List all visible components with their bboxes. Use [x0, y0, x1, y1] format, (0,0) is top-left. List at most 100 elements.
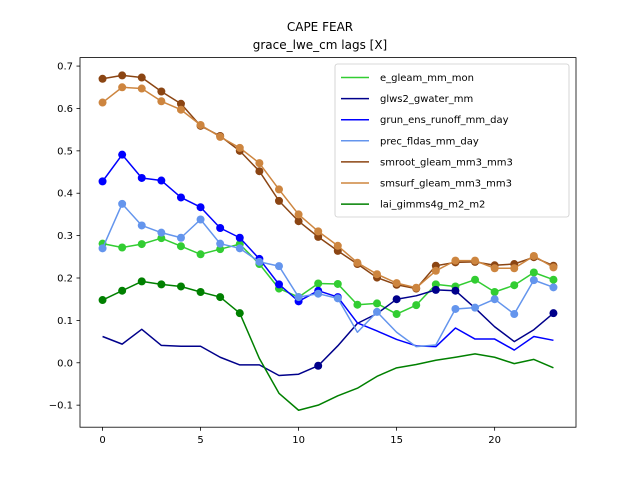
- data-point: [235, 309, 244, 318]
- legend-entry-glws2_gwater_mm: glws2_gwater_mm: [341, 94, 473, 105]
- series-line: [101, 203, 554, 348]
- data-point: [274, 262, 283, 271]
- data-point: [137, 277, 146, 286]
- y-tick-label: 0.0: [57, 358, 73, 369]
- data-point: [471, 275, 480, 284]
- data-point: [490, 287, 499, 296]
- chart-title: CAPE FEAR grace_lwe_cm lags [X]: [253, 20, 387, 52]
- data-point: [255, 167, 264, 176]
- legend-entry-prec_fldas_mm_day: prec_fldas_mm_day: [341, 136, 479, 147]
- chart-title-line-1: CAPE FEAR: [287, 20, 353, 34]
- x-tick-label: 20: [488, 435, 501, 446]
- series-line: [101, 153, 554, 351]
- data-point: [333, 241, 342, 250]
- x-tick-label: 15: [390, 435, 403, 446]
- legend-entry-smsurf_gleam_mm3_mm3: smsurf_gleam_mm3_mm3: [341, 179, 512, 190]
- data-point: [118, 83, 127, 92]
- y-tick-label: 0.4: [57, 189, 73, 200]
- data-point: [549, 275, 558, 284]
- legend: e_gleam_mm_mon glws2_gwater_mm grun_ens_ru…: [334, 63, 570, 218]
- data-point: [510, 264, 519, 273]
- data-point: [176, 233, 185, 242]
- data-point: [431, 280, 440, 289]
- legend-label: prec_fldas_mm_day: [380, 136, 479, 147]
- data-point: [157, 234, 166, 243]
- data-point: [451, 286, 460, 295]
- data-point: [412, 301, 421, 310]
- data-point: [314, 289, 323, 298]
- data-point: [314, 227, 323, 236]
- x-tick-label: 5: [197, 435, 203, 446]
- data-point: [529, 251, 538, 260]
- data-point: [98, 74, 107, 83]
- data-point: [137, 84, 146, 93]
- series-lai_gimms4g_m2_m2: [98, 277, 554, 411]
- data-point: [471, 256, 480, 265]
- data-point: [216, 223, 225, 232]
- data-point: [98, 177, 107, 186]
- data-point: [529, 276, 538, 285]
- data-point: [392, 295, 401, 304]
- data-point: [373, 270, 382, 279]
- data-point: [549, 283, 558, 292]
- data-point: [157, 176, 166, 185]
- data-point: [373, 299, 382, 308]
- data-point: [196, 287, 205, 296]
- data-point: [451, 256, 460, 265]
- data-point: [196, 203, 205, 212]
- data-point: [431, 266, 440, 275]
- data-point: [392, 310, 401, 319]
- y-tick-label: 0.2: [57, 274, 73, 285]
- data-point: [216, 245, 225, 254]
- series-layer: [98, 71, 558, 411]
- data-point: [314, 279, 323, 288]
- data-point: [98, 296, 107, 305]
- data-point: [137, 221, 146, 230]
- data-point: [274, 196, 283, 205]
- data-point: [137, 73, 146, 82]
- data-point: [333, 294, 342, 303]
- x-axis: 0 5 10 15 20: [99, 427, 501, 446]
- series-prec_fldas_mm_day: [98, 199, 558, 348]
- y-tick-label: 0.1: [57, 316, 73, 327]
- data-point: [392, 279, 401, 288]
- legend-box: [334, 63, 570, 218]
- data-point: [98, 244, 107, 253]
- data-point: [274, 280, 283, 289]
- data-point: [196, 120, 205, 129]
- data-point: [353, 300, 362, 309]
- series-line: [102, 289, 554, 377]
- data-point: [118, 243, 127, 252]
- data-point: [529, 268, 538, 277]
- data-point: [353, 258, 362, 267]
- legend-label: glws2_gwater_mm: [380, 94, 473, 105]
- data-point: [373, 307, 382, 316]
- data-point: [255, 257, 264, 266]
- data-point: [235, 233, 244, 242]
- data-point: [118, 71, 127, 80]
- data-point: [176, 282, 185, 291]
- data-point: [176, 99, 185, 108]
- legend-label: smsurf_gleam_mm3_mm3: [380, 179, 512, 190]
- data-point: [549, 309, 558, 318]
- y-tick-label: 0.5: [57, 146, 73, 157]
- legend-entry-grun_ens_runoff_mm_day: grun_ens_runoff_mm_day: [341, 115, 509, 126]
- data-point: [196, 250, 205, 259]
- data-point: [510, 310, 519, 319]
- chart-title-line-2: grace_lwe_cm lags [X]: [253, 38, 387, 52]
- data-point: [176, 193, 185, 202]
- series-glws2_gwater_mm: [102, 285, 558, 377]
- data-point: [157, 97, 166, 106]
- data-point: [549, 263, 558, 272]
- y-tick-label: 0.3: [57, 231, 73, 242]
- data-point: [333, 279, 342, 288]
- y-tick-label: 0.6: [57, 104, 73, 115]
- x-tick-label: 0: [99, 435, 105, 446]
- data-point: [490, 295, 499, 304]
- data-point: [118, 199, 127, 208]
- legend-entry-e_gleam_mm_mon: e_gleam_mm_mon: [341, 73, 474, 84]
- data-point: [176, 105, 185, 114]
- legend-entry-lai_gimms4g_m2_m2: lai_gimms4g_m2_m2: [341, 200, 485, 211]
- data-point: [157, 228, 166, 237]
- data-point: [216, 132, 225, 141]
